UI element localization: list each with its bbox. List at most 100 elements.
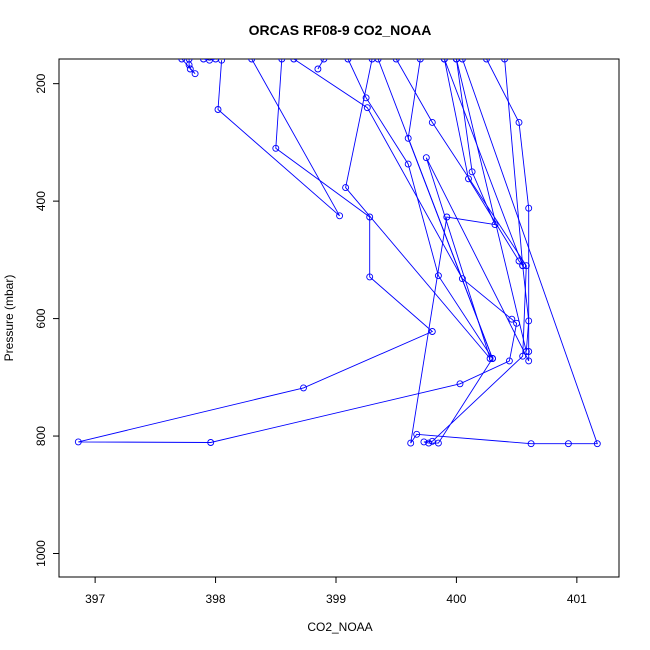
data-point <box>525 357 533 365</box>
series-line <box>347 59 493 359</box>
data-point <box>363 104 371 112</box>
x-tick-label: 397 <box>85 592 105 606</box>
data-point <box>320 59 328 63</box>
series-5 <box>314 59 328 73</box>
data-point <box>525 317 533 325</box>
data-point <box>278 59 286 63</box>
data-point <box>413 430 421 438</box>
data-point <box>501 59 509 63</box>
x-axis-label: CO2_NOAA <box>307 620 372 634</box>
x-axis: 397 398 399 400 401 <box>85 577 587 606</box>
series-line <box>217 59 340 217</box>
data-point <box>218 59 226 64</box>
y-axis: 200 400 600 800 1000 <box>34 73 59 567</box>
data-point <box>468 168 476 176</box>
x-tick-label: 399 <box>326 592 346 606</box>
series-line <box>181 59 196 75</box>
data-point <box>489 355 496 362</box>
series-line <box>317 59 325 70</box>
x-tick-label: 398 <box>206 592 226 606</box>
data-point <box>428 437 436 445</box>
data-point <box>248 59 256 63</box>
data-point <box>407 439 415 447</box>
data-point <box>300 384 307 392</box>
y-tick-label: 1000 <box>34 540 48 567</box>
data-point <box>178 59 186 63</box>
data-point <box>336 212 344 220</box>
data-point <box>374 59 382 63</box>
data-point <box>290 59 298 63</box>
data-point <box>207 439 215 446</box>
data-point <box>428 328 436 335</box>
data-point <box>525 348 533 355</box>
data-point <box>486 355 494 362</box>
data-point <box>422 154 430 162</box>
data-point <box>522 262 530 270</box>
series-layer <box>74 59 601 448</box>
series-10 <box>407 59 601 448</box>
data-point <box>416 59 424 63</box>
data-point <box>186 65 194 73</box>
data-point <box>519 262 527 270</box>
series-line <box>345 59 530 362</box>
y-tick-label: 200 <box>34 73 48 93</box>
data-point <box>522 348 530 355</box>
series-1 <box>178 59 199 78</box>
series-line <box>455 59 530 352</box>
series-4 <box>74 59 521 446</box>
plot-frame <box>58 58 620 578</box>
data-point <box>564 440 572 448</box>
data-point <box>434 272 442 280</box>
data-point <box>342 184 350 192</box>
data-point <box>212 59 220 63</box>
data-point <box>519 352 527 360</box>
data-point <box>434 439 442 447</box>
series-3 <box>214 59 344 220</box>
data-point <box>366 213 374 221</box>
data-point <box>458 59 466 63</box>
series-7 <box>392 59 530 447</box>
data-point <box>362 94 370 102</box>
data-point <box>483 59 490 63</box>
data-point <box>368 59 376 63</box>
series-8 <box>342 59 533 365</box>
y-axis-label: Pressure (mbar) <box>2 275 16 362</box>
data-point <box>452 59 460 63</box>
data-point <box>74 438 82 446</box>
data-point <box>185 61 193 69</box>
data-point <box>392 59 400 63</box>
series-2 <box>200 59 220 64</box>
y-tick-label: 800 <box>34 426 48 446</box>
y-tick-label: 600 <box>34 308 48 328</box>
data-point <box>508 315 516 323</box>
data-point <box>425 439 433 447</box>
data-point <box>443 213 451 221</box>
data-point <box>420 438 428 446</box>
data-point <box>593 440 601 448</box>
x-tick-label: 400 <box>446 592 466 606</box>
data-point <box>200 59 207 63</box>
data-point <box>505 357 513 365</box>
series-9 <box>440 59 527 270</box>
data-point <box>525 204 533 212</box>
x-tick-label: 401 <box>567 592 587 606</box>
series-line <box>203 59 216 61</box>
data-point <box>272 144 280 152</box>
data-point <box>191 70 199 78</box>
series-line <box>443 59 524 266</box>
data-point <box>214 106 222 113</box>
data-point <box>314 65 322 73</box>
data-point <box>465 175 472 183</box>
data-point <box>456 380 464 388</box>
data-point <box>458 275 466 283</box>
data-point <box>428 118 436 126</box>
series-11 <box>452 59 533 355</box>
data-point <box>366 273 374 281</box>
data-point <box>404 160 412 168</box>
data-point <box>527 440 535 448</box>
data-point <box>404 134 412 142</box>
data-point <box>515 118 523 126</box>
series-line <box>410 59 598 445</box>
data-point <box>440 59 448 63</box>
